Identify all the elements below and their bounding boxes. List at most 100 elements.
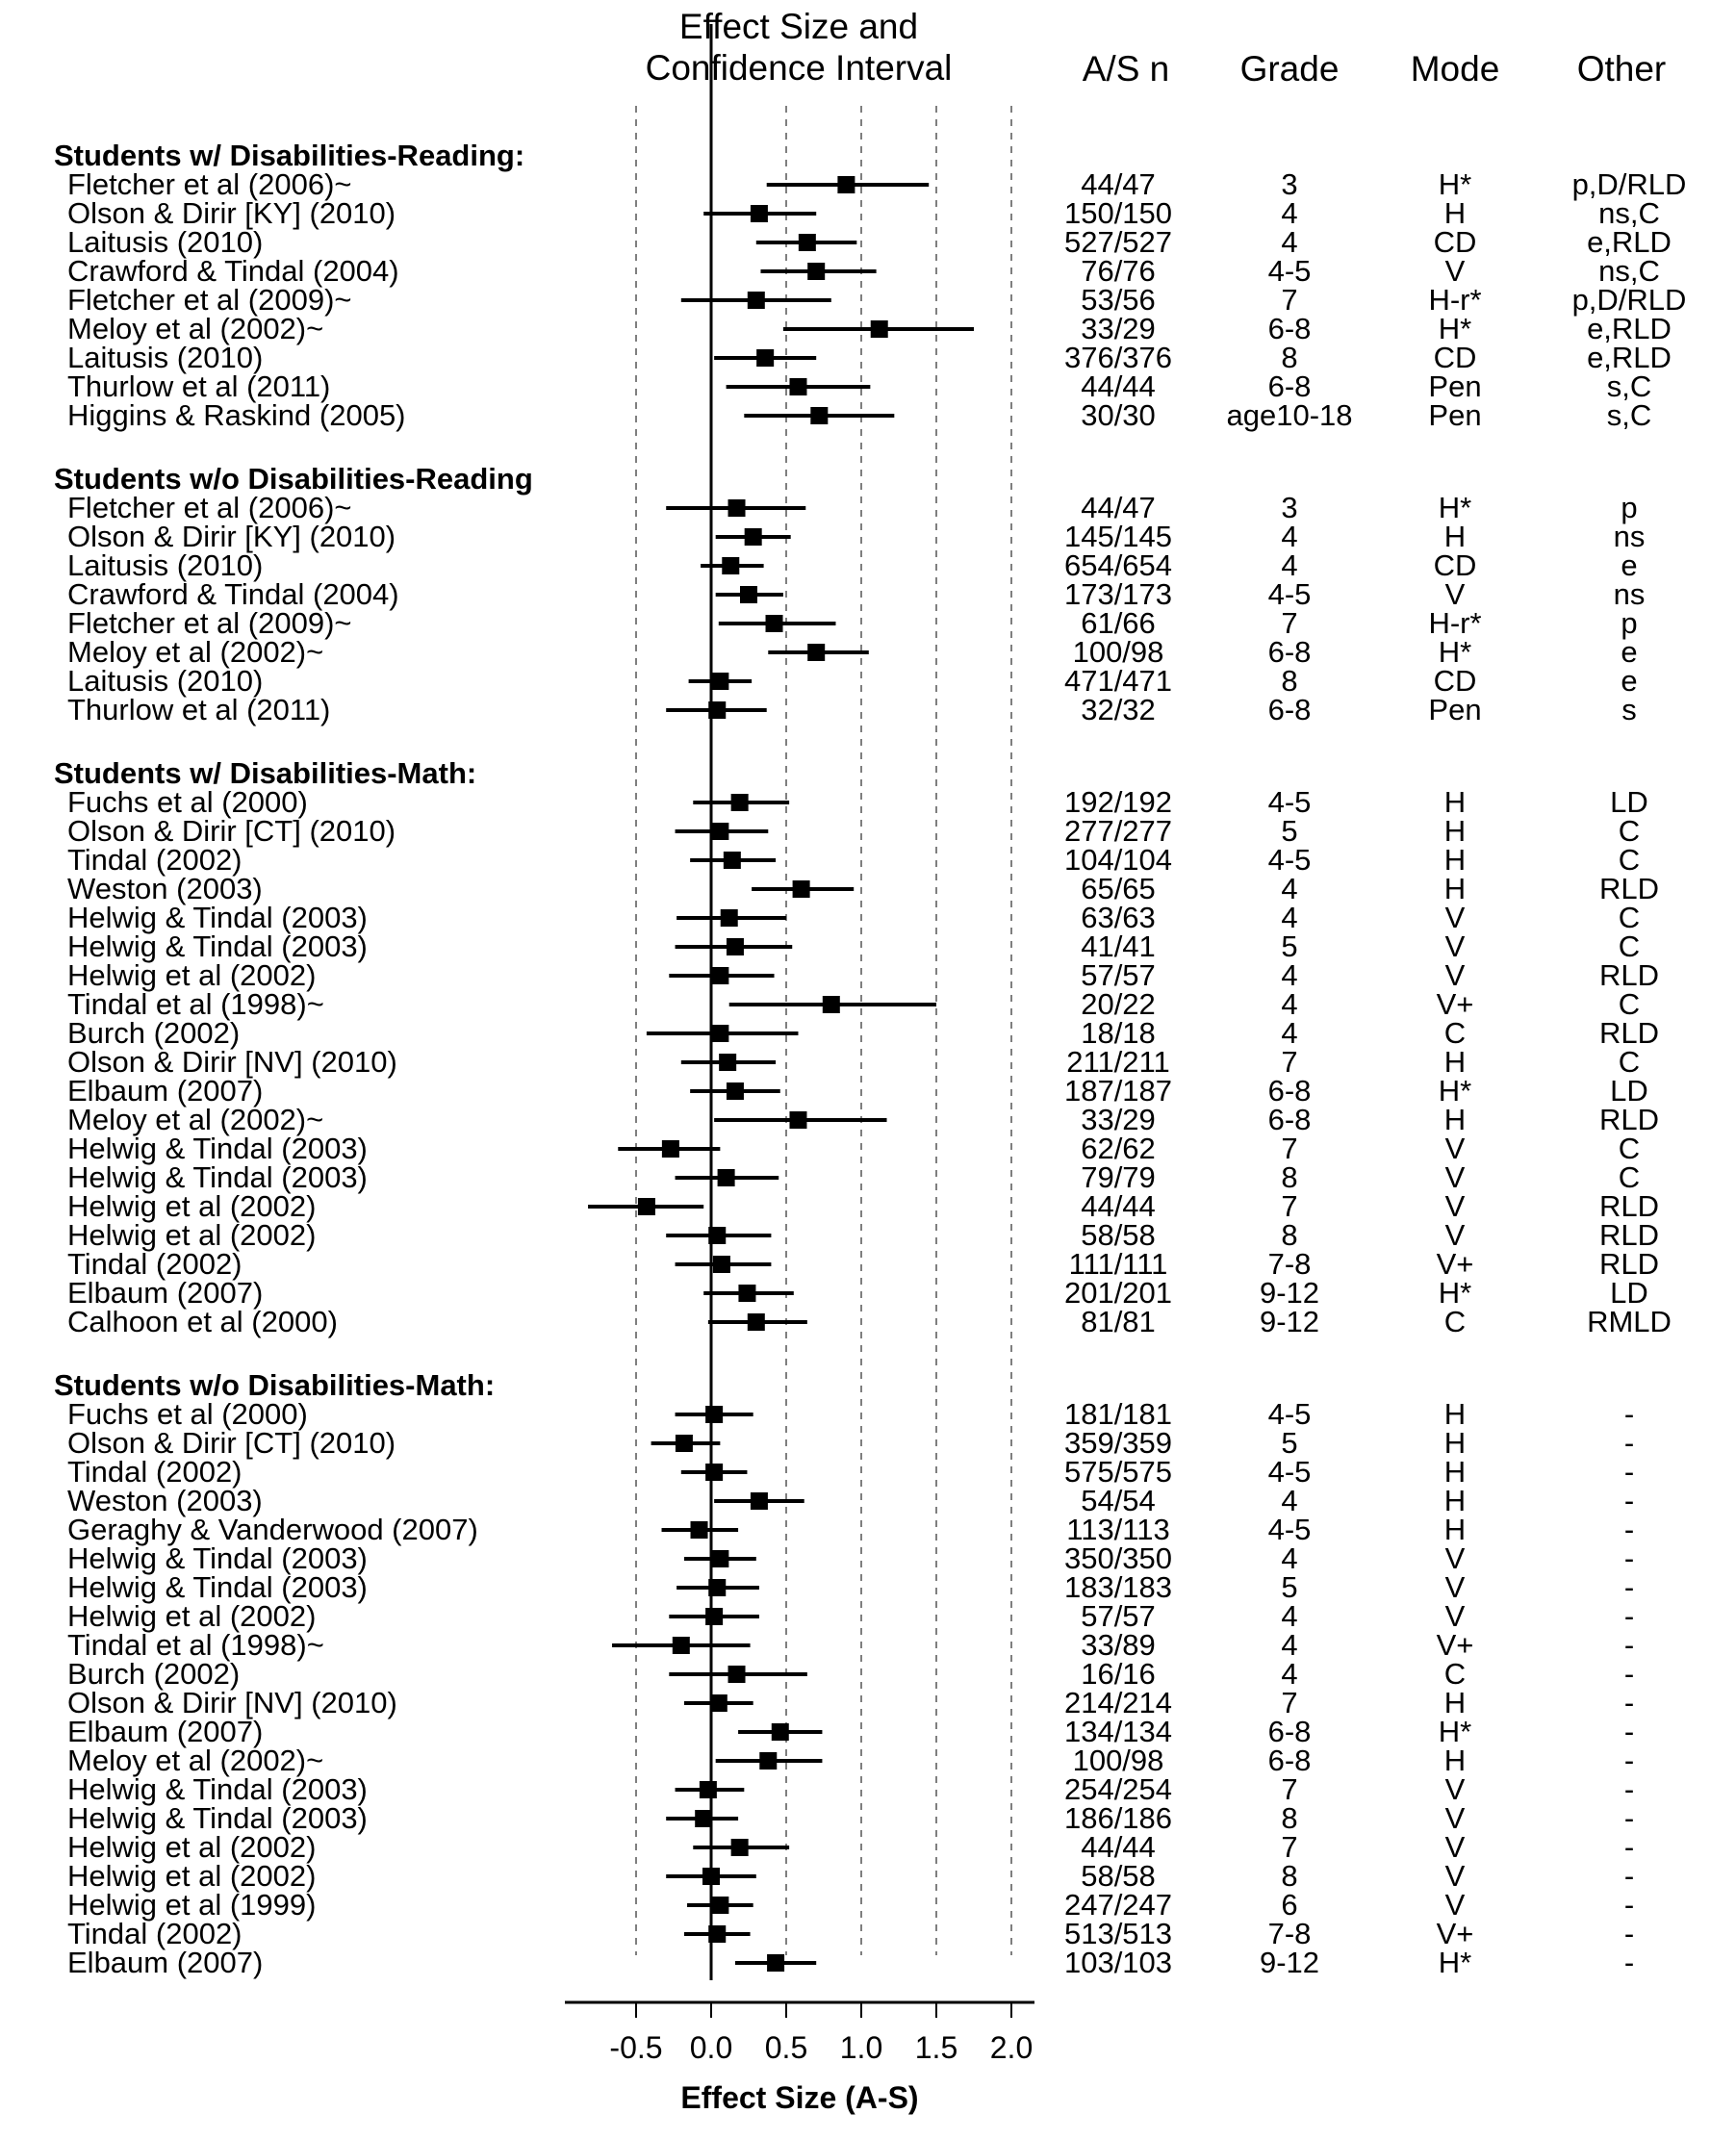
mode-value: V bbox=[1444, 958, 1466, 992]
grade-value: 6-8 bbox=[1267, 1715, 1312, 1748]
other-value: - bbox=[1623, 1715, 1635, 1748]
grade-value: 4 bbox=[1281, 548, 1298, 582]
grade-value: 8 bbox=[1281, 1160, 1298, 1194]
mode-value: H bbox=[1443, 1397, 1467, 1431]
effect-size-point bbox=[711, 673, 729, 690]
effect-size-point bbox=[712, 1256, 730, 1273]
mode-value: Pen bbox=[1428, 398, 1482, 432]
mode-value: H bbox=[1443, 1686, 1467, 1719]
sample-size: 277/277 bbox=[1063, 814, 1173, 848]
mode-value: H bbox=[1443, 814, 1467, 848]
study-label: Fuchs et al (2000) bbox=[67, 785, 308, 819]
mode-value: H* bbox=[1438, 1074, 1472, 1108]
effect-size-point bbox=[720, 909, 738, 927]
grade-value: 8 bbox=[1281, 1218, 1298, 1252]
other-value: - bbox=[1623, 1801, 1635, 1835]
effect-size-point bbox=[767, 1954, 785, 1972]
group-title: Students w/o Disabilities-Reading bbox=[54, 462, 533, 496]
grade-value: 5 bbox=[1281, 929, 1298, 963]
x-tick-label: 1.0 bbox=[839, 2030, 883, 2065]
mode-value: H* bbox=[1438, 635, 1472, 669]
other-value: s bbox=[1621, 693, 1637, 726]
effect-size-point bbox=[695, 1810, 713, 1827]
grade-value: 7-8 bbox=[1267, 1247, 1312, 1281]
sample-size: 527/527 bbox=[1063, 225, 1173, 259]
other-value: RLD bbox=[1598, 872, 1660, 905]
other-value: LD bbox=[1610, 1276, 1648, 1310]
mode-value: V bbox=[1444, 254, 1466, 288]
effect-size-point bbox=[747, 1313, 765, 1331]
other-value: LD bbox=[1610, 1074, 1648, 1108]
effect-size-point bbox=[672, 1637, 690, 1654]
mode-value: V bbox=[1444, 1859, 1466, 1893]
sample-size: 183/183 bbox=[1063, 1570, 1173, 1604]
study-label: Olson & Dirir [KY] (2010) bbox=[67, 520, 396, 553]
mode-value: H* bbox=[1438, 167, 1472, 201]
mode-value: H bbox=[1443, 1103, 1467, 1136]
study-label: Fletcher et al (2006)~ bbox=[67, 167, 352, 201]
other-value: p,D/RLD bbox=[1571, 283, 1687, 317]
other-value: RLD bbox=[1598, 1016, 1660, 1050]
study-label: Laitusis (2010) bbox=[67, 225, 264, 259]
study-label: Thurlow et al (2011) bbox=[67, 693, 331, 726]
other-value: p,D/RLD bbox=[1571, 167, 1687, 201]
mode-value: CD bbox=[1433, 225, 1477, 259]
sample-size: 192/192 bbox=[1063, 785, 1173, 819]
study-label: Olson & Dirir [CT] (2010) bbox=[67, 814, 396, 848]
effect-size-point bbox=[756, 349, 775, 367]
study-label: Tindal (2002) bbox=[67, 1917, 243, 1950]
effect-size-point bbox=[723, 852, 741, 869]
study-label: Meloy et al (2002)~ bbox=[67, 312, 324, 345]
mode-value: H bbox=[1443, 1484, 1467, 1517]
sample-size: 44/47 bbox=[1081, 491, 1156, 524]
mode-header: Mode bbox=[1410, 49, 1500, 89]
grade-value: 6-8 bbox=[1267, 693, 1312, 726]
grade-value: 9-12 bbox=[1259, 1946, 1320, 1979]
grade-value: 5 bbox=[1281, 1570, 1298, 1604]
sample-size: 62/62 bbox=[1081, 1132, 1156, 1165]
sample-size: 53/56 bbox=[1081, 283, 1156, 317]
study-label: Burch (2002) bbox=[67, 1016, 241, 1050]
study-label: Elbaum (2007) bbox=[67, 1074, 264, 1108]
study-label: Helwig & Tindal (2003) bbox=[67, 1541, 368, 1575]
other-value: - bbox=[1623, 1830, 1635, 1864]
mode-value: V bbox=[1444, 1772, 1466, 1806]
grade-value: 4-5 bbox=[1267, 1455, 1312, 1489]
mode-value: CD bbox=[1433, 664, 1477, 698]
study-label: Fuchs et al (2000) bbox=[67, 1397, 308, 1431]
other-value: s,C bbox=[1606, 398, 1652, 432]
grade-value: 4 bbox=[1281, 1657, 1298, 1691]
effect-size-point bbox=[702, 1868, 720, 1885]
sample-size: 44/44 bbox=[1081, 1189, 1156, 1223]
mode-value: CD bbox=[1433, 548, 1477, 582]
grade-value: 5 bbox=[1281, 814, 1298, 848]
study-label: Helwig et al (2002) bbox=[67, 1189, 317, 1223]
sample-size: 254/254 bbox=[1063, 1772, 1173, 1806]
other-value: RLD bbox=[1598, 1103, 1660, 1136]
sample-size: 134/134 bbox=[1063, 1715, 1173, 1748]
effect-size-point bbox=[705, 1406, 724, 1423]
mode-value: H* bbox=[1438, 1946, 1472, 1979]
effect-size-header: Effect Size and Confidence Interval bbox=[616, 6, 982, 89]
sample-size: 57/57 bbox=[1081, 1599, 1156, 1633]
grade-value: 4 bbox=[1281, 1541, 1298, 1575]
mode-value: V bbox=[1444, 1541, 1466, 1575]
sample-size: 79/79 bbox=[1081, 1160, 1156, 1194]
sample-size: 150/150 bbox=[1063, 196, 1173, 230]
mode-value: V bbox=[1444, 901, 1466, 934]
grade-value: 6 bbox=[1281, 1888, 1298, 1922]
grade-value: 7 bbox=[1281, 1189, 1298, 1223]
study-label: Olson & Dirir [NV] (2010) bbox=[67, 1686, 397, 1719]
sample-size: 113/113 bbox=[1066, 1513, 1170, 1546]
other-value: RLD bbox=[1598, 1189, 1660, 1223]
study-label: Helwig & Tindal (2003) bbox=[67, 1772, 368, 1806]
grade-value: 4-5 bbox=[1267, 785, 1312, 819]
grade-value: 7-8 bbox=[1267, 1917, 1312, 1950]
study-label: Burch (2002) bbox=[67, 1657, 241, 1691]
mode-value: H bbox=[1443, 196, 1467, 230]
grade-value: 4-5 bbox=[1267, 577, 1312, 611]
study-label: Helwig & Tindal (2003) bbox=[67, 1801, 368, 1835]
sample-size: 44/47 bbox=[1081, 167, 1156, 201]
mode-value: H bbox=[1443, 1744, 1467, 1777]
other-value: C bbox=[1618, 814, 1641, 848]
